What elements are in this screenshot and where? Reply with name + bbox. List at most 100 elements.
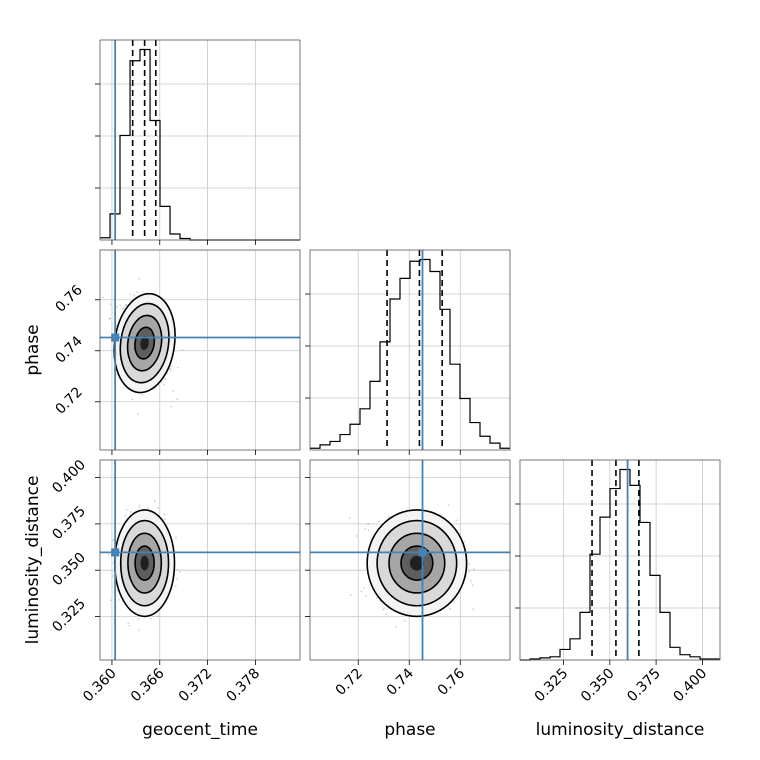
sample-point [472, 568, 475, 570]
sample-point [376, 597, 378, 599]
sample-point [138, 504, 141, 507]
frame-luminosity-distance-geocent-time [99, 459, 301, 661]
sample-point [365, 594, 367, 597]
sample-point [116, 306, 119, 309]
sample-point [129, 293, 132, 296]
sample-point [170, 405, 173, 408]
truth-marker-luminosity-distance-phase [418, 548, 427, 557]
sample-point [108, 317, 111, 320]
sample-point [149, 618, 152, 620]
contour-line-luminosity-distance-phase-3 [400, 545, 434, 581]
ytick-label-luminosity-distance-1: 0.350 [49, 550, 89, 590]
sample-point [176, 577, 179, 580]
contour-line-luminosity-distance-geocent-time-3 [134, 545, 155, 581]
sample-point [367, 523, 370, 525]
xtick-label-phase-0: 0.72 [333, 666, 366, 699]
sample-point [174, 585, 177, 587]
panel-phase-vs-geocent-time [99, 249, 301, 455]
sample-point [403, 619, 406, 622]
sample-point [383, 607, 386, 609]
sample-point [112, 539, 115, 541]
sample-point [385, 613, 388, 615]
sample-point [157, 615, 159, 618]
histogram-luminosity-distance [520, 468, 720, 661]
contour-line-phase-geocent-time-3 [134, 326, 156, 360]
sample-point [128, 624, 131, 627]
histogram-phase [310, 258, 510, 449]
sample-point [163, 383, 166, 386]
sample-point [122, 306, 125, 309]
xtick-label-luminosity-distance-1: 0.350 [578, 666, 618, 706]
sample-point [154, 500, 156, 503]
sample-point [382, 608, 384, 611]
sample-point [176, 398, 179, 401]
ytick-label-luminosity-distance-3: 0.400 [49, 457, 89, 497]
ytick-label-luminosity-distance-0: 0.325 [49, 596, 89, 636]
sample-point [179, 570, 182, 573]
ytick-label-phase-1: 0.74 [52, 333, 85, 366]
sample-point [470, 579, 473, 582]
grid-phase-phase [357, 250, 461, 450]
sample-point [169, 368, 172, 371]
sample-point [367, 529, 370, 532]
sample-point [141, 394, 144, 396]
sample-point [348, 517, 351, 520]
sample-point [102, 296, 104, 299]
ylabel-luminosity-distance: luminosity_distance [23, 476, 43, 645]
xtick-label-luminosity-distance-2: 0.375 [624, 666, 664, 706]
contour-line-luminosity-distance-phase-2 [388, 532, 446, 594]
contour-line-luminosity-distance-phase-1 [376, 519, 458, 607]
sample-point [138, 629, 141, 631]
sample-point [175, 536, 177, 539]
sample-point [118, 599, 120, 601]
sample-point [164, 378, 167, 380]
sample-point [363, 587, 365, 590]
ylabel-phase: phase [23, 324, 43, 375]
xlabel-luminosity-distance: luminosity_distance [536, 720, 705, 740]
panel-luminosity-distance-vs-geocent-time [99, 459, 301, 661]
hist-panel-geocent-time [95, 39, 301, 241]
sample-point [127, 622, 130, 625]
xtick-label-geocent-time-2: 0.372 [176, 666, 216, 706]
sample-point [124, 304, 127, 306]
sample-point [468, 563, 471, 565]
sample-point [109, 317, 111, 320]
sample-point [388, 515, 390, 518]
sample-point [109, 599, 112, 602]
sample-point [471, 584, 474, 587]
density-level-luminosity-distance-geocent-time-4 [140, 555, 149, 571]
sample-point [350, 594, 352, 597]
hist-panel-phase [305, 249, 511, 451]
xtick-label-luminosity-distance-3: 0.400 [671, 666, 711, 706]
frame-hist-phase [309, 249, 511, 451]
sample-point [126, 509, 128, 511]
sample-point [378, 520, 380, 523]
sample-point [137, 618, 140, 620]
histogram-geocent-time [100, 48, 300, 241]
sample-point [463, 540, 466, 543]
sample-point [395, 626, 397, 629]
hist-panel-luminosity-distance [515, 459, 721, 661]
sample-point [124, 514, 127, 517]
sample-point [163, 513, 166, 516]
sample-point [176, 366, 179, 369]
hgrid-luminosity-distance-luminosity-distance [520, 503, 720, 609]
frame-phase-geocent-time [99, 249, 301, 451]
sample-point [161, 381, 164, 383]
sample-point [360, 590, 363, 593]
contour-line-luminosity-distance-phase-0 [366, 509, 468, 618]
sample-point [472, 608, 475, 611]
xtick-label-phase-1: 0.74 [384, 665, 417, 698]
frame-hist-luminosity-distance [519, 459, 721, 661]
sample-point [129, 511, 132, 513]
xtick-label-geocent-time-3: 0.378 [224, 666, 264, 706]
sample-point [133, 294, 136, 297]
xtick-label-geocent-time-1: 0.366 [128, 665, 168, 705]
panel-luminosity-distance-vs-phase [305, 459, 511, 661]
sample-point [163, 518, 166, 521]
sample-point [453, 601, 456, 603]
sample-point [136, 291, 139, 293]
sample-point [138, 506, 140, 509]
ytick-label-phase-2: 0.76 [52, 282, 85, 315]
sample-point [125, 304, 128, 306]
